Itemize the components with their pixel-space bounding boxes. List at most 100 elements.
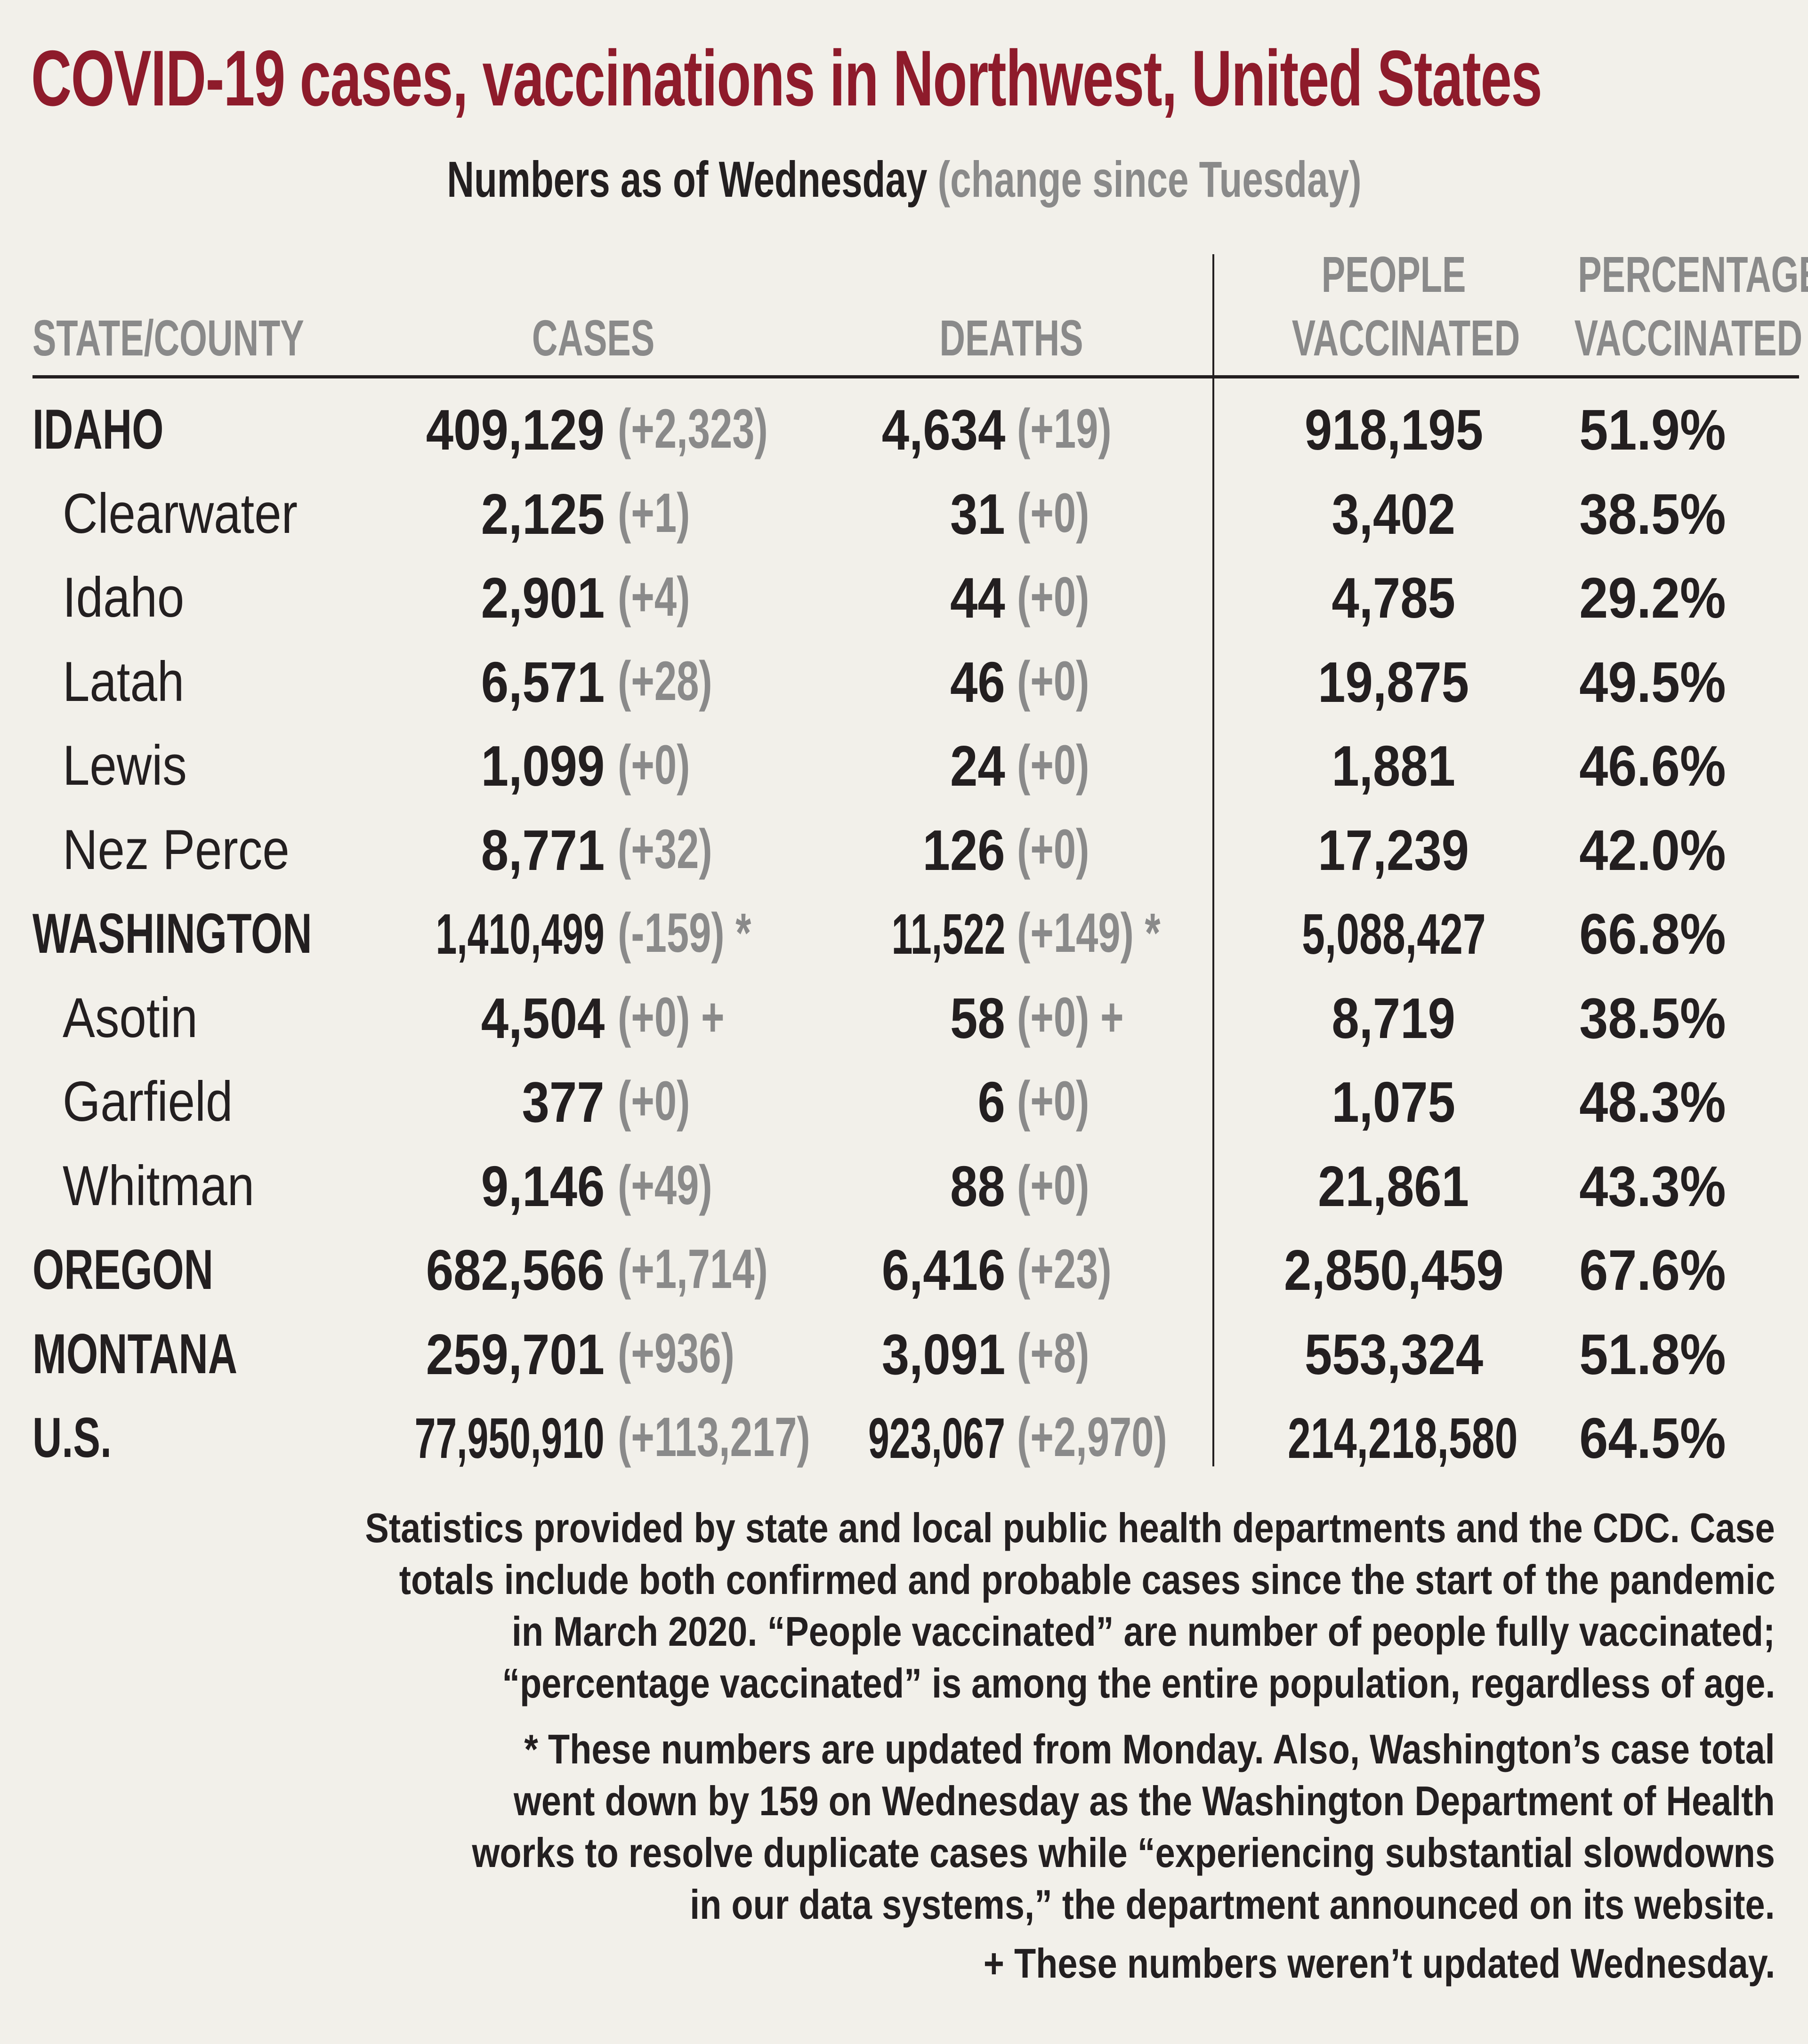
people-vaccinated: 19,875 [1318,650,1469,714]
row-name: Lewis [63,734,187,797]
deaths-change: (+2,970) [1017,1406,1167,1468]
deaths-change: (+0) [1017,1070,1090,1132]
percentage-vaccinated: 46.6% [1579,734,1726,798]
cases-change: (-159) * [618,902,751,964]
percentage-vaccinated: 38.5% [1579,986,1726,1050]
deaths-value: 46 [950,650,1005,714]
row-name: Clearwater [63,482,298,545]
header-pct-line1: PERCENTAGE [1578,246,1808,303]
footnote-line: Statistics provided by state and local p… [365,1505,1775,1551]
deaths-change: (+0) [1017,734,1090,796]
page-title: COVID-19 cases, vaccinations in Northwes… [31,34,1542,122]
table-row: Garfield 377 (+0) 6 (+0) 1,075 48.3% [0,1069,1808,1153]
deaths-value: 31 [950,482,1005,546]
people-vaccinated: 5,088,427 [1301,902,1486,966]
percentage-vaccinated: 29.2% [1579,566,1726,630]
table-row: U.S. 77,950,910 (+113,217) 923,067 (+2,970) 2… [0,1405,1808,1489]
deaths-change: (+8) [1017,1322,1090,1384]
footnote-line: went down by 159 on Wednesday as the Was… [514,1778,1775,1824]
table-row: MONTANA 259,701 (+936) 3,091 (+8) 553,324 51.8… [0,1321,1808,1405]
footnote-line: works to resolve duplicate cases while “… [472,1829,1775,1876]
deaths-value: 44 [950,566,1005,630]
header-rule [32,375,1799,378]
cases-change: (+113,217) [618,1406,810,1468]
deaths-change: (+19) [1017,398,1112,460]
cases-value: 2,901 [481,566,605,630]
people-vaccinated: 553,324 [1304,1322,1483,1386]
cases-value: 2,125 [481,482,605,546]
percentage-vaccinated: 67.6% [1579,1238,1726,1302]
deaths-change: (+0) [1017,1154,1090,1216]
row-name: MONTANA [32,1322,238,1385]
footnote-line: * These numbers are updated from Monday.… [524,1726,1775,1772]
people-vaccinated: 918,195 [1304,398,1483,462]
cases-change: (+49) [618,1154,712,1216]
deaths-value: 11,522 [891,902,1005,966]
row-name: Asotin [63,986,198,1049]
footnote-line: “percentage vaccinated” is among the ent… [501,1660,1775,1706]
row-name: Latah [63,650,185,713]
subtitle-paren: (change since Tuesday) [937,151,1362,208]
people-vaccinated: 1,881 [1332,734,1456,798]
deaths-value: 58 [950,986,1005,1050]
header-cases: CASES [532,309,655,366]
cases-change: (+0) + [618,986,725,1048]
deaths-value: 6 [977,1070,1005,1134]
deaths-change: (+0) [1017,566,1090,628]
deaths-change: (+0) [1017,650,1090,712]
table-row: Nez Perce 8,771 (+32) 126 (+0) 17,239 42.0% [0,817,1808,901]
table-row: IDAHO 409,129 (+2,323) 4,634 (+19) 918,195 51.… [0,397,1808,481]
percentage-vaccinated: 64.5% [1579,1406,1726,1470]
percentage-vaccinated: 49.5% [1579,650,1726,714]
percentage-vaccinated: 66.8% [1579,902,1726,966]
row-name: Idaho [63,566,185,629]
table-row: Whitman 9,146 (+49) 88 (+0) 21,861 43.3% [0,1153,1808,1237]
cases-change: (+1) [618,482,690,544]
footnote-line: + These numbers weren’t updated Wednesda… [983,1940,1775,1987]
percentage-vaccinated: 43.3% [1579,1154,1726,1218]
header-state: STATE/COUNTY [32,309,304,366]
cases-change: (+2,323) [618,398,768,460]
cases-value: 6,571 [481,650,605,714]
percentage-vaccinated: 51.9% [1579,398,1726,462]
deaths-value: 88 [950,1154,1005,1218]
cases-change: (+936) [618,1322,734,1384]
column-divider [1212,254,1214,1466]
deaths-value: 24 [950,734,1005,798]
deaths-change: (+0) [1017,818,1090,880]
table-row: Latah 6,571 (+28) 46 (+0) 19,875 49.5% [0,649,1808,733]
table-row: Lewis 1,099 (+0) 24 (+0) 1,881 46.6% [0,733,1808,817]
cases-value: 1,099 [481,734,605,798]
deaths-change: (+0) [1017,482,1090,544]
cases-change: (+0) [618,734,690,796]
cases-value: 1,410,499 [436,902,605,966]
cases-value: 77,950,910 [414,1406,605,1470]
people-vaccinated: 4,785 [1332,566,1456,630]
cases-value: 259,701 [426,1322,605,1386]
row-name: U.S. [32,1406,112,1469]
cases-value: 409,129 [426,398,605,462]
deaths-value: 4,634 [881,398,1005,462]
deaths-change: (+149) * [1017,902,1161,964]
cases-change: (+4) [618,566,690,628]
subtitle: Numbers as of Wednesday (change since Tu… [0,150,1808,209]
deaths-value: 126 [922,818,1005,882]
percentage-vaccinated: 48.3% [1579,1070,1726,1134]
deaths-change: (+23) [1017,1238,1112,1300]
row-name: OREGON [32,1238,214,1301]
deaths-value: 3,091 [881,1322,1005,1386]
deaths-change: (+0) + [1017,986,1124,1048]
cases-value: 377 [522,1070,605,1134]
table-row: OREGON 682,566 (+1,714) 6,416 (+23) 2,850,459… [0,1237,1808,1321]
row-name: WASHINGTON [32,902,312,965]
cases-value: 9,146 [481,1154,605,1218]
footnote-line: totals include both confirmed and probab… [399,1556,1775,1603]
footnote-line: in our data systems,” the department ann… [690,1881,1775,1928]
table-row: Clearwater 2,125 (+1) 31 (+0) 3,402 38.5% [0,481,1808,565]
people-vaccinated: 17,239 [1318,818,1469,882]
cases-change: (+0) [618,1070,690,1132]
cases-change: (+1,714) [618,1238,768,1300]
footnote-line: in March 2020. “People vaccinated” are n… [511,1608,1775,1655]
cases-value: 4,504 [481,986,605,1050]
row-name: IDAHO [32,398,164,461]
